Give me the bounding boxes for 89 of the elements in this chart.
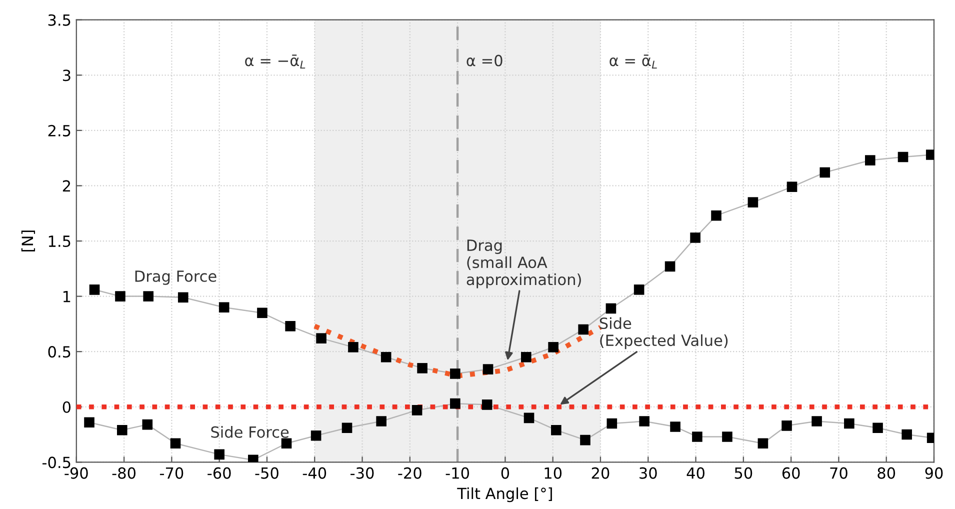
point — [551, 424, 562, 436]
y-tick-label: 1.5 — [48, 236, 70, 248]
point — [417, 363, 428, 374]
point — [257, 308, 268, 318]
y-tick-label: 1 — [63, 290, 70, 302]
point — [524, 412, 534, 424]
point — [782, 420, 792, 431]
point — [864, 155, 876, 166]
y-tick-label: 3 — [62, 70, 70, 82]
point — [84, 417, 94, 428]
y-tick-label: 2 — [62, 180, 70, 192]
point — [214, 449, 224, 460]
point — [844, 418, 854, 429]
x-tick-label: 50 — [734, 467, 752, 479]
annotation: α = ᾱ$_{L}$ — [610, 54, 657, 69]
x-tick-label: -10 — [446, 467, 470, 479]
point — [711, 210, 722, 221]
x-tick-label: 40 — [686, 467, 704, 479]
point — [812, 416, 822, 426]
point — [115, 291, 126, 302]
point — [281, 438, 292, 449]
annotation: Drag (small AoA approximation) — [466, 240, 581, 288]
point — [872, 422, 883, 434]
annotation: α =0 — [466, 54, 502, 66]
x-tick-label: 0 — [501, 467, 510, 479]
x-tick-label: 10 — [544, 467, 562, 479]
point — [310, 430, 322, 441]
x-tick-label: -50 — [255, 467, 278, 479]
point — [142, 419, 153, 430]
x-tick-label: -20 — [398, 467, 422, 479]
point — [116, 424, 128, 436]
point — [450, 398, 460, 409]
x-tick-label: 90 — [925, 467, 943, 479]
x-tick-label: -40 — [302, 467, 326, 479]
y-tick-label: 0 — [62, 401, 71, 413]
x-tick-label: 80 — [878, 467, 896, 479]
point — [218, 302, 230, 313]
point — [348, 342, 358, 352]
y-tick-label: -0.5 — [42, 456, 70, 468]
point — [316, 333, 326, 344]
point — [380, 352, 392, 362]
point — [178, 292, 188, 303]
annotation: α = −ᾱ$_{L}$ — [245, 54, 306, 69]
point — [170, 438, 181, 449]
x-tick-label: 70 — [830, 467, 848, 479]
x-tick-label: -30 — [350, 467, 374, 479]
point — [786, 182, 798, 192]
x-tick-label: 60 — [782, 467, 800, 479]
point — [89, 284, 100, 295]
point — [606, 303, 616, 314]
point — [664, 261, 676, 272]
annotation: Drag Force — [135, 270, 216, 285]
point — [578, 324, 588, 335]
point — [342, 422, 352, 434]
x-tick-label: -80 — [112, 467, 136, 479]
point — [634, 284, 644, 295]
point — [482, 364, 494, 374]
point — [690, 232, 700, 243]
point — [670, 422, 680, 432]
point — [758, 438, 768, 449]
x-tick-label: -90 — [64, 467, 88, 479]
x-tick-label: -60 — [208, 467, 231, 479]
x-tick-label: -70 — [160, 467, 184, 479]
point — [580, 434, 590, 446]
x-axis-title: Tilt Angle [°] — [457, 487, 552, 502]
annotation: Side (Expected Value) — [600, 317, 728, 350]
point — [902, 429, 912, 440]
point — [548, 342, 558, 352]
x-tick-label: 20 — [592, 467, 610, 479]
annotation: Side Force — [211, 426, 289, 438]
x-tick-label: 30 — [640, 467, 657, 479]
point — [143, 291, 154, 302]
point — [412, 405, 422, 416]
point — [820, 167, 830, 178]
y-axis-title: [N] — [21, 230, 36, 252]
point — [482, 400, 492, 410]
point — [898, 152, 908, 162]
point — [692, 432, 702, 442]
point — [376, 416, 386, 426]
point — [606, 418, 618, 429]
point — [748, 197, 758, 208]
point — [285, 321, 296, 332]
point — [722, 432, 732, 442]
point — [639, 416, 650, 426]
y-tick-label: 0.5 — [48, 346, 70, 358]
y-tick-label: 2.5 — [48, 124, 70, 136]
point — [450, 368, 460, 379]
point — [521, 352, 532, 362]
y-tick-label: 3.5 — [48, 14, 70, 26]
